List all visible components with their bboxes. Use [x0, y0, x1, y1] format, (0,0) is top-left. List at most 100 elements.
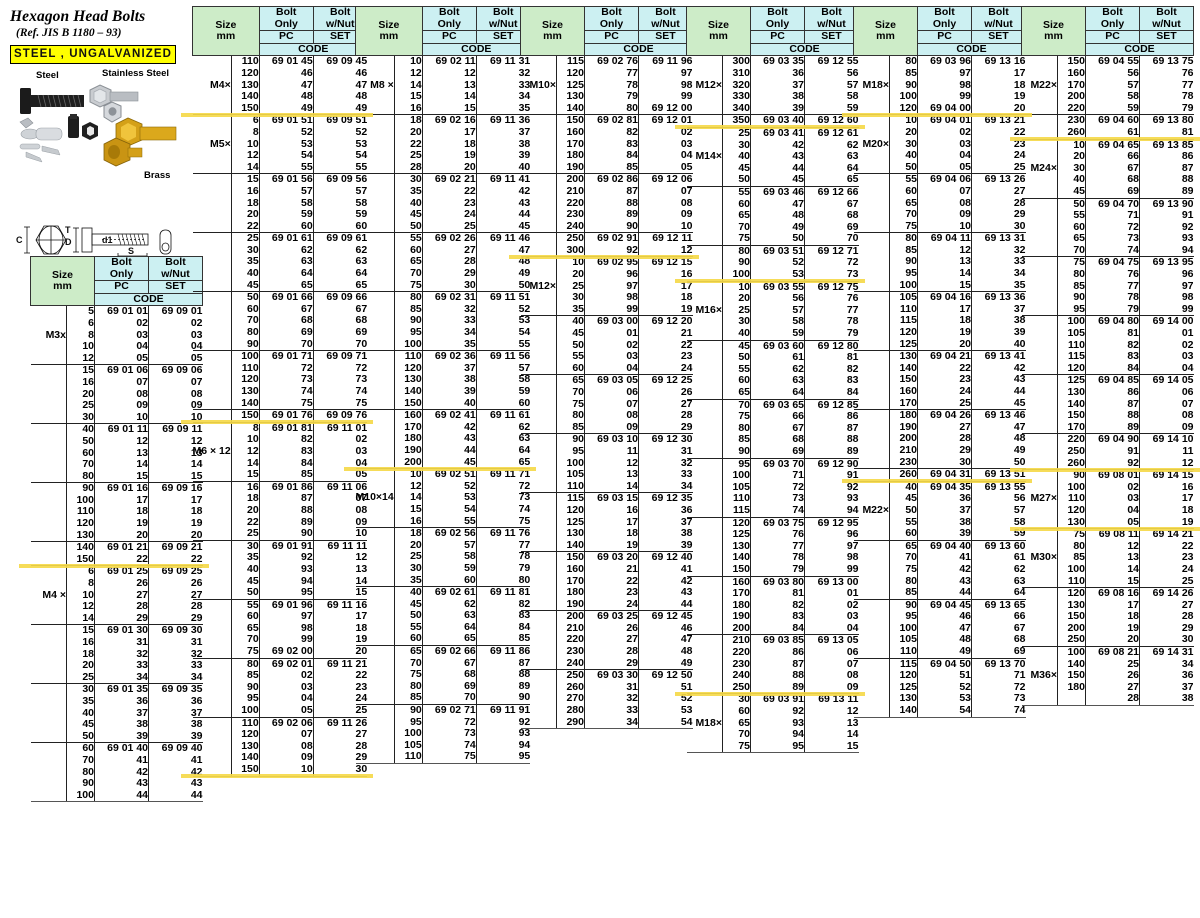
code-bolt-only-cell[interactable]: 37	[750, 79, 805, 92]
code-bolt-only-cell[interactable]: 69 02 16	[422, 114, 477, 127]
code-bolt-with-nut-cell[interactable]: 69 12 20	[638, 315, 693, 329]
code-bolt-only-cell[interactable]: 05	[94, 352, 149, 365]
code-bolt-only-cell[interactable]: 92	[584, 244, 639, 257]
code-bolt-only-cell[interactable]: 04	[584, 362, 639, 375]
code-bolt-only-cell[interactable]: 28	[1085, 693, 1140, 707]
code-bolt-with-nut-cell[interactable]: 43	[190, 777, 203, 790]
code-bolt-only-cell[interactable]: 69 02 61	[422, 586, 477, 599]
code-bolt-with-nut-cell[interactable]: 69 09 16	[148, 482, 203, 495]
code-bolt-only-cell[interactable]: 57	[750, 304, 805, 317]
code-bolt-with-nut-cell[interactable]: 19	[1181, 515, 1194, 528]
code-bolt-only-cell[interactable]: 13	[94, 447, 149, 460]
code-bolt-with-nut-cell[interactable]: 69 09 66	[313, 291, 368, 304]
code-bolt-only-cell[interactable]: 27	[94, 589, 149, 602]
code-bolt-only-cell[interactable]: 94	[259, 575, 314, 588]
code-bolt-with-nut-cell[interactable]: 37	[1181, 680, 1194, 693]
code-bolt-only-cell[interactable]: 27	[1085, 681, 1140, 694]
code-bolt-only-cell[interactable]: 95	[750, 740, 805, 754]
code-bolt-only-cell[interactable]: 22	[917, 362, 972, 375]
code-bolt-only-cell[interactable]: 18	[422, 138, 477, 151]
code-bolt-with-nut-cell[interactable]: 08	[1181, 409, 1194, 422]
code-bolt-only-cell[interactable]: 69 04 26	[917, 409, 972, 422]
code-bolt-only-cell[interactable]: 02	[94, 317, 149, 330]
code-bolt-with-nut-cell[interactable]: 79	[846, 327, 859, 340]
code-bolt-with-nut-cell[interactable]: 98	[846, 551, 859, 564]
code-bolt-only-cell[interactable]: 14	[422, 91, 477, 103]
code-bolt-only-cell[interactable]: 52	[422, 480, 477, 493]
code-bolt-only-cell[interactable]: 69 01 45	[259, 55, 314, 68]
code-bolt-with-nut-cell[interactable]: 20	[1013, 101, 1026, 114]
code-bolt-with-nut-cell[interactable]: 67	[846, 197, 859, 210]
code-bolt-only-cell[interactable]: 20	[1085, 634, 1140, 647]
code-bolt-only-cell[interactable]: 64	[750, 386, 805, 400]
code-bolt-with-nut-cell[interactable]: 65	[846, 173, 859, 186]
code-bolt-with-nut-cell[interactable]: 69 09 56	[313, 173, 368, 186]
code-bolt-only-cell[interactable]: 42	[750, 139, 805, 152]
code-bolt-only-cell[interactable]: 47	[917, 622, 972, 635]
code-bolt-with-nut-cell[interactable]: 69 11 96	[638, 55, 693, 68]
code-bolt-with-nut-cell[interactable]: 06	[1181, 386, 1194, 398]
code-bolt-with-nut-cell[interactable]: 34	[1013, 267, 1026, 280]
code-bolt-only-cell[interactable]: 09	[259, 752, 314, 764]
code-bolt-only-cell[interactable]: 22	[584, 575, 639, 588]
code-bolt-only-cell[interactable]: 65	[422, 633, 477, 646]
code-bolt-with-nut-cell[interactable]: 18	[1181, 503, 1194, 516]
code-bolt-with-nut-cell[interactable]: 64	[846, 161, 859, 174]
code-bolt-with-nut-cell[interactable]: 69 12 95	[804, 516, 859, 530]
code-bolt-with-nut-cell[interactable]: 62	[846, 138, 859, 151]
code-bolt-with-nut-cell[interactable]: 33	[1013, 255, 1026, 268]
code-bolt-only-cell[interactable]: 67	[259, 303, 314, 316]
code-bolt-with-nut-cell[interactable]: 92	[1181, 220, 1194, 233]
code-bolt-only-cell[interactable]: 33	[94, 660, 149, 672]
code-bolt-only-cell[interactable]: 69 01 91	[259, 539, 314, 553]
code-bolt-only-cell[interactable]: 11	[584, 445, 639, 458]
code-bolt-only-cell[interactable]: 17	[94, 494, 149, 507]
code-bolt-only-cell[interactable]: 10	[917, 220, 972, 233]
code-bolt-only-cell[interactable]: 79	[1085, 303, 1140, 316]
code-bolt-only-cell[interactable]: 58	[422, 551, 477, 563]
code-bolt-only-cell[interactable]: 87	[259, 493, 314, 505]
code-bolt-only-cell[interactable]: 38	[917, 516, 972, 529]
code-bolt-only-cell[interactable]: 73	[259, 374, 314, 386]
code-bolt-with-nut-cell[interactable]: 43	[1013, 373, 1026, 386]
code-bolt-only-cell[interactable]: 69 01 66	[259, 291, 314, 304]
code-bolt-only-cell[interactable]: 17	[917, 303, 972, 316]
code-bolt-only-cell[interactable]: 82	[584, 126, 639, 139]
code-bolt-only-cell[interactable]: 09	[584, 421, 639, 434]
code-bolt-only-cell[interactable]: 28	[94, 601, 149, 613]
code-bolt-with-nut-cell[interactable]: 87	[846, 421, 859, 434]
code-bolt-only-cell[interactable]: 61	[1085, 126, 1140, 140]
code-bolt-only-cell[interactable]: 67	[1085, 162, 1140, 175]
code-bolt-only-cell[interactable]: 69 04 80	[1085, 315, 1140, 329]
code-bolt-only-cell[interactable]: 69 01 01	[94, 305, 149, 318]
code-bolt-only-cell[interactable]: 52	[917, 681, 972, 694]
code-bolt-only-cell[interactable]: 12	[1085, 540, 1140, 553]
code-bolt-only-cell[interactable]: 69 03 20	[584, 551, 639, 564]
code-bolt-only-cell[interactable]: 03	[1085, 493, 1140, 505]
code-bolt-only-cell[interactable]: 65	[259, 279, 314, 292]
code-bolt-only-cell[interactable]: 08	[259, 740, 314, 753]
code-bolt-only-cell[interactable]: 69 01 71	[259, 350, 314, 363]
code-bolt-with-nut-cell[interactable]: 69 09 06	[148, 364, 203, 377]
code-bolt-with-nut-cell[interactable]: 69 12 00	[651, 101, 693, 114]
code-bolt-with-nut-cell[interactable]: 63	[846, 150, 859, 163]
code-bolt-only-cell[interactable]: 15	[94, 470, 149, 483]
code-bolt-with-nut-cell[interactable]: 49	[1013, 443, 1026, 456]
code-bolt-only-cell[interactable]: 72	[422, 716, 477, 729]
code-bolt-with-nut-cell[interactable]: 69 14 00	[1139, 315, 1194, 329]
code-bolt-with-nut-cell[interactable]: 78	[1181, 90, 1194, 103]
code-bolt-only-cell[interactable]: 69 03 75	[750, 516, 805, 530]
code-bolt-only-cell[interactable]: 07	[259, 729, 314, 741]
code-bolt-with-nut-cell[interactable]: 39	[1013, 326, 1026, 339]
code-bolt-only-cell[interactable]: 74	[1085, 244, 1140, 257]
code-bolt-only-cell[interactable]: 88	[750, 670, 805, 682]
code-bolt-only-cell[interactable]: 48	[259, 91, 314, 103]
code-bolt-only-cell[interactable]: 02	[1085, 481, 1140, 494]
code-bolt-only-cell[interactable]: 78	[750, 552, 805, 564]
code-bolt-only-cell[interactable]: 79	[584, 91, 639, 103]
code-bolt-only-cell[interactable]: 40	[422, 397, 477, 410]
code-bolt-with-nut-cell[interactable]: 69 13 46	[971, 409, 1026, 422]
code-bolt-only-cell[interactable]: 08	[584, 410, 639, 422]
code-bolt-only-cell[interactable]: 06	[584, 386, 639, 399]
code-bolt-only-cell[interactable]: 69 02 26	[422, 232, 477, 245]
